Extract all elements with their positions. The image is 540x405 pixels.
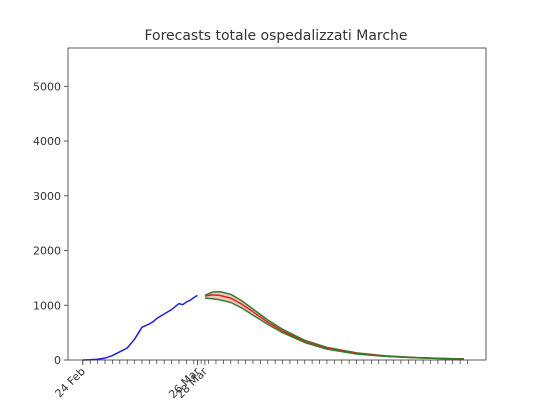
chart-title: Forecasts totale ospedalizzati Marche — [144, 28, 407, 44]
y-tick-label: 5000 — [33, 80, 61, 93]
x-tick-label: 24 Feb — [53, 365, 88, 400]
y-tick-label: 3000 — [33, 190, 61, 203]
plot-frame — [67, 47, 487, 361]
series-line-observed — [82, 294, 198, 361]
series-line-forecast-lower — [204, 297, 464, 360]
y-tick-label: 1000 — [33, 299, 61, 312]
y-tick-label: 4000 — [33, 135, 61, 148]
y-tick-label: 2000 — [33, 245, 61, 258]
series-layer — [82, 290, 464, 361]
y-tick-label: 0 — [54, 354, 61, 367]
